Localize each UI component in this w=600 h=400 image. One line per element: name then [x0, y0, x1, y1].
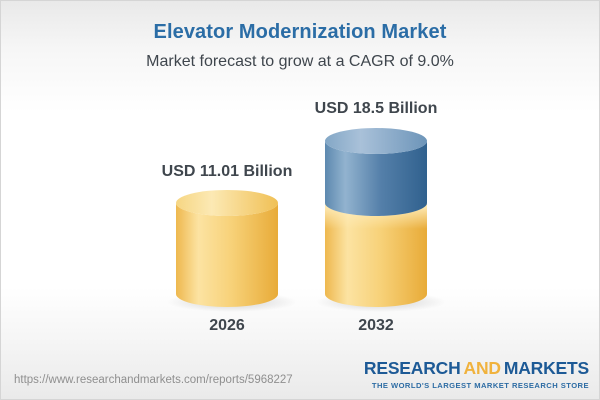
logo-word-markets: MARKETS — [503, 358, 589, 378]
logo-wordmark: RESEARCH AND MARKETS — [364, 358, 589, 379]
cylinder-bar-2026 — [167, 189, 297, 312]
category-label-2026: 2026 — [209, 317, 245, 334]
logo-tagline: THE WORLD'S LARGEST MARKET RESEARCH STOR… — [371, 381, 589, 390]
footer: https://www.researchandmarkets.com/repor… — [1, 353, 599, 399]
cylinder-bar-2032 — [316, 128, 446, 312]
logo-word-research: RESEARCH — [363, 358, 461, 378]
category-label-2032: 2032 — [358, 317, 394, 334]
report-url-text: https://www.researchandmarkets.com/repor… — [14, 374, 293, 386]
research-and-markets-logo: RESEARCH AND MARKETS THE WORLD'S LARGEST M… — [364, 358, 589, 390]
logo-word-and: AND — [463, 358, 502, 378]
chart-subtitle: Market forecast to grow at a CAGR of 9.0… — [146, 53, 454, 70]
chart-title: Elevator Modernization Market — [153, 21, 447, 43]
chart-header: Elevator Modernization Market Market for… — [1, 1, 599, 71]
value-label-2032: USD 18.5 Billion — [314, 100, 438, 117]
value-label-2026: USD 11.01 Billion — [161, 163, 293, 180]
